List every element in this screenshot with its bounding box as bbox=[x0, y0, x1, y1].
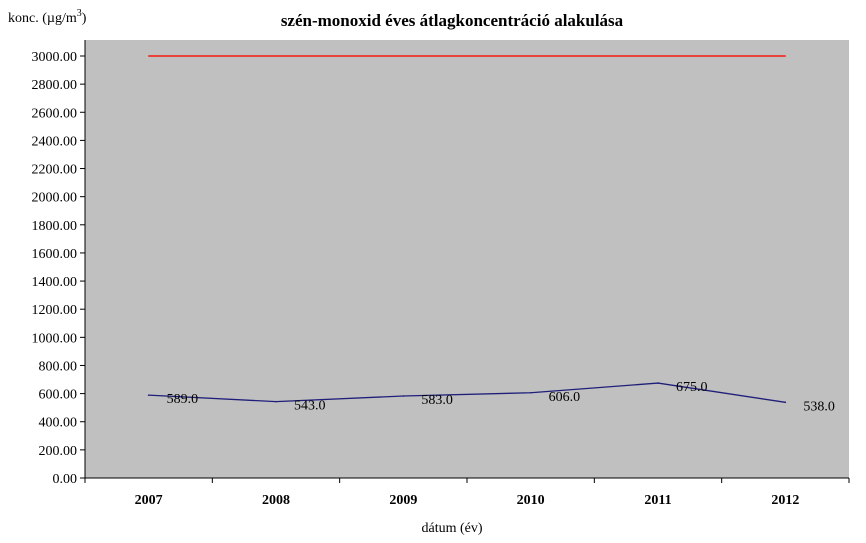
data-point bbox=[784, 401, 787, 404]
y-tick-label: 2600.00 bbox=[32, 106, 78, 121]
x-tick-label: 2011 bbox=[644, 493, 671, 508]
series-layer bbox=[147, 55, 787, 404]
y-axis-label-superscript: 3 bbox=[77, 8, 82, 19]
y-tick-label: 600.00 bbox=[39, 388, 78, 403]
y-axis-label-main: konc. (µg/m bbox=[8, 11, 77, 26]
y-axis-label: konc. (µg/m3) bbox=[8, 8, 87, 26]
y-tick-label: 400.00 bbox=[39, 416, 78, 431]
y-tick-label: 1000.00 bbox=[32, 331, 78, 346]
data-point bbox=[402, 395, 405, 397]
y-tick-label: 0.00 bbox=[53, 472, 78, 487]
y-axis-label-close: ) bbox=[82, 11, 87, 26]
chart-title: szén-monoxid éves átlagkoncentráció alak… bbox=[281, 11, 624, 30]
data-point bbox=[529, 55, 532, 57]
data-point bbox=[402, 55, 405, 57]
y-tick-label: 1400.00 bbox=[32, 275, 78, 290]
y-tick-label: 800.00 bbox=[39, 359, 78, 374]
y-tick-label: 2800.00 bbox=[32, 78, 78, 93]
data-point bbox=[147, 55, 150, 57]
data-point bbox=[275, 55, 277, 57]
y-tick-label: 1600.00 bbox=[32, 247, 78, 262]
y-tick-label: 2400.00 bbox=[32, 134, 78, 149]
x-axis-ticks: 2007 2008 2009 2010 2011 2012 bbox=[84, 478, 850, 508]
y-tick-label: 2000.00 bbox=[32, 191, 78, 206]
data-point bbox=[784, 55, 787, 57]
y-tick-label: 1800.00 bbox=[32, 219, 78, 234]
x-tick-label: 2008 bbox=[262, 493, 290, 508]
data-labels: 589.0 543.0 583.0 606.0 675.0 538.0 bbox=[167, 380, 835, 414]
y-axis-ticks: 0.00 200.00 400.00 600.00 800.00 1000.00 1200.… bbox=[32, 50, 85, 487]
x-tick-label: 2012 bbox=[771, 493, 799, 508]
data-point bbox=[529, 391, 532, 394]
data-label: 543.0 bbox=[294, 399, 326, 414]
data-label: 583.0 bbox=[421, 393, 453, 408]
x-axis-label: dátum (év) bbox=[421, 521, 482, 536]
data-point bbox=[147, 394, 150, 396]
data-label: 589.0 bbox=[167, 392, 199, 407]
data-label: 538.0 bbox=[803, 399, 835, 414]
data-point bbox=[657, 382, 659, 384]
x-tick-label: 2009 bbox=[389, 493, 417, 508]
plot-area bbox=[85, 40, 849, 478]
data-point bbox=[657, 55, 659, 57]
x-tick-label: 2007 bbox=[135, 493, 163, 508]
x-tick-label: 2010 bbox=[517, 493, 545, 508]
data-point bbox=[275, 400, 277, 403]
data-label: 675.0 bbox=[676, 380, 708, 395]
data-label: 606.0 bbox=[549, 390, 581, 405]
y-tick-label: 1200.00 bbox=[32, 303, 78, 318]
y-tick-label: 200.00 bbox=[39, 444, 78, 459]
y-tick-label: 2200.00 bbox=[32, 163, 78, 178]
series-line bbox=[148, 382, 786, 403]
y-tick-label: 3000.00 bbox=[32, 50, 78, 65]
